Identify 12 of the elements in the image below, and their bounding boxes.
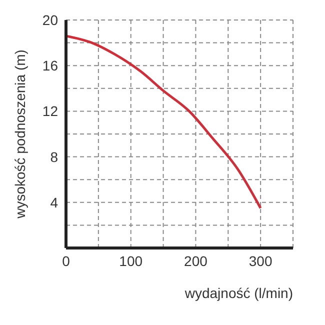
line-series [66, 34, 262, 210]
y-tick-label: 16 [42, 58, 58, 74]
y-axis-title: wysokość podnoszenia (m) [12, 50, 28, 220]
x-axis-title: wydajność (l/min) [184, 285, 293, 301]
y-tick-label: 8 [50, 148, 58, 165]
x-tick-label: 0 [62, 252, 70, 269]
x-tick-label: 300 [248, 252, 272, 269]
y-tick-label: 4 [50, 194, 58, 210]
y-tick-label: 12 [42, 103, 58, 120]
x-tick-label: 200 [184, 252, 208, 269]
y-tick-label: 20 [42, 12, 58, 28]
x-tick-label: 100 [119, 252, 143, 269]
